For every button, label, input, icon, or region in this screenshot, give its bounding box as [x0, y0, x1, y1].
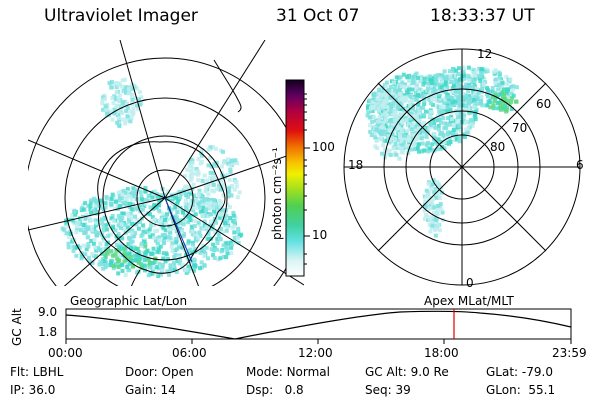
- info-door: Door: Open: [125, 365, 194, 379]
- mlt-label-12: 12: [477, 47, 493, 61]
- altitude-timeline: [65, 308, 572, 344]
- info-glat: GLat: -79.0: [486, 365, 553, 379]
- info-dsp: Dsp: 0.8: [246, 383, 304, 397]
- lat-label-80: 80: [490, 140, 506, 154]
- colorbar-tick-100: 100: [312, 140, 335, 154]
- time-label: 18:33:37 UT: [430, 6, 535, 26]
- y-tick-9: 9.0: [38, 305, 58, 319]
- info-seq: Seq: 39: [365, 383, 411, 397]
- info-gain: Gain: 14: [125, 383, 176, 397]
- info-ip: IP: 36.0: [10, 383, 56, 397]
- y-axis-label: GC Alt: [10, 308, 24, 346]
- geographic-label: Geographic Lat/Lon: [70, 294, 188, 308]
- colorbar: [285, 79, 310, 277]
- lat-label-70: 70: [512, 121, 528, 135]
- date-label: 31 Oct 07: [276, 6, 360, 26]
- mlt-label-6: 6: [576, 158, 584, 172]
- mlt-label-18: 18: [348, 158, 364, 172]
- info-glon: GLon: 55.1: [486, 383, 556, 397]
- info-gc-alt: GC Alt: 9.0 Re: [365, 365, 449, 379]
- apex-label: Apex MLat/MLT: [424, 294, 514, 308]
- info-mode: Mode: Normal: [246, 365, 330, 379]
- x-tick-2359: 23:59: [552, 346, 587, 360]
- polar-plot: [343, 48, 581, 286]
- mlt-label-0: 0: [466, 276, 474, 290]
- colorbar-units-label: photon cm⁻²s⁻¹: [270, 147, 284, 240]
- info-flt: Flt: LBHL: [10, 365, 64, 379]
- instrument-title: Ultraviolet Imager: [44, 6, 198, 26]
- x-tick-0600: 06:00: [172, 346, 207, 360]
- y-tick-1-8: 1.8: [38, 325, 58, 339]
- geographic-map: [28, 40, 304, 286]
- lat-label-60: 60: [536, 97, 552, 111]
- colorbar-tick-10: 10: [312, 228, 328, 242]
- x-tick-1800: 18:00: [424, 346, 459, 360]
- x-tick-0000: 00:00: [48, 346, 83, 360]
- x-tick-1200: 12:00: [298, 346, 333, 360]
